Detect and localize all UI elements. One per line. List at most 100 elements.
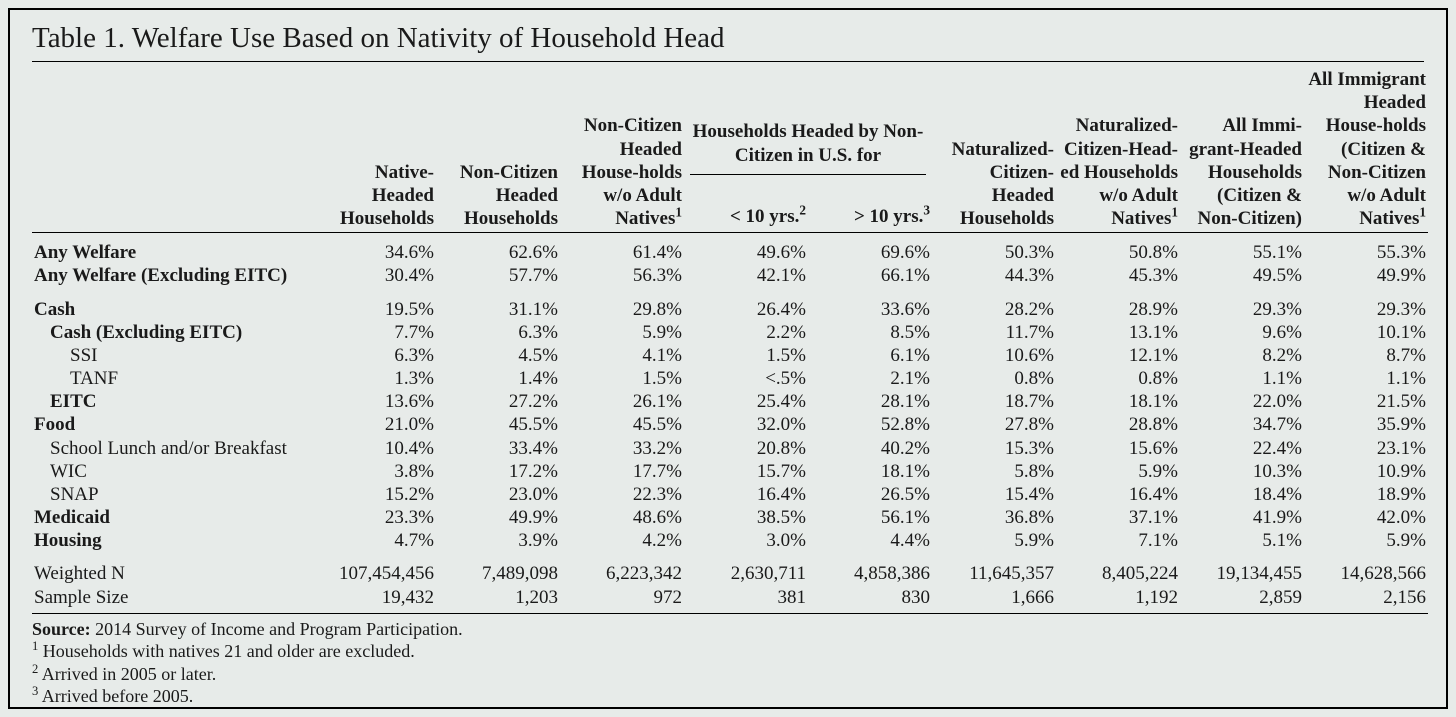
cell: 8.5% bbox=[808, 321, 932, 344]
row-label: WIC bbox=[32, 460, 312, 483]
cell: 15.6% bbox=[1056, 437, 1180, 460]
footnote-3: 3 Arrived before 2005. bbox=[32, 685, 1424, 708]
cell: 6.1% bbox=[808, 344, 932, 367]
col-header-native: Native-Headed Households bbox=[312, 68, 436, 233]
cell: 14,628,566 bbox=[1304, 552, 1428, 585]
cell: 1,666 bbox=[932, 586, 1056, 609]
row-label: EITC bbox=[32, 390, 312, 413]
table-frame: Table 1. Welfare Use Based on Nativity o… bbox=[8, 8, 1448, 709]
col-header-all-immigrant-no-adult-natives: All Immigrant Headed House-holds (Citize… bbox=[1304, 68, 1428, 233]
cell: 33.6% bbox=[808, 288, 932, 321]
cell: 17.7% bbox=[560, 460, 684, 483]
cell: 1.5% bbox=[560, 367, 684, 390]
cell: 21.0% bbox=[312, 413, 436, 436]
row-label: SNAP bbox=[32, 483, 312, 506]
table-row: SSI6.3%4.5%4.1%1.5%6.1%10.6%12.1%8.2%8.7… bbox=[32, 344, 1428, 367]
cell: 10.4% bbox=[312, 437, 436, 460]
cell: 23.3% bbox=[312, 506, 436, 529]
col-header-noncitizen: Non-Citizen Headed Households bbox=[436, 68, 560, 233]
cell: 11,645,357 bbox=[932, 552, 1056, 585]
cell: 972 bbox=[560, 586, 684, 609]
cell: 52.8% bbox=[808, 413, 932, 436]
cell: 5.1% bbox=[1180, 529, 1304, 552]
cell: 13.6% bbox=[312, 390, 436, 413]
cell: 28.2% bbox=[932, 288, 1056, 321]
cell: 50.3% bbox=[932, 241, 1056, 264]
row-label: Housing bbox=[32, 529, 312, 552]
cell: 50.8% bbox=[1056, 241, 1180, 264]
cell: 22.3% bbox=[560, 483, 684, 506]
table-row: WIC3.8%17.2%17.7%15.7%18.1%5.8%5.9%10.3%… bbox=[32, 460, 1428, 483]
footnote-2: 2 Arrived in 2005 or later. bbox=[32, 663, 1424, 686]
cell: 38.5% bbox=[684, 506, 808, 529]
row-label: Food bbox=[32, 413, 312, 436]
table-row: Food21.0%45.5%45.5%32.0%52.8%27.8%28.8%3… bbox=[32, 413, 1428, 436]
cell: 45.5% bbox=[560, 413, 684, 436]
cell: 22.4% bbox=[1180, 437, 1304, 460]
cell: 55.1% bbox=[1180, 241, 1304, 264]
table-row: Sample Size19,4321,2039723818301,6661,19… bbox=[32, 586, 1428, 609]
cell: 19,134,455 bbox=[1180, 552, 1304, 585]
cell: 55.3% bbox=[1304, 241, 1428, 264]
cell: 17.2% bbox=[436, 460, 560, 483]
table-row: SNAP15.2%23.0%22.3%16.4%26.5%15.4%16.4%1… bbox=[32, 483, 1428, 506]
cell: 49.6% bbox=[684, 241, 808, 264]
cell: 7.7% bbox=[312, 321, 436, 344]
footnote-source: Source: 2014 Survey of Income and Progra… bbox=[32, 618, 1424, 641]
cell: <.5% bbox=[684, 367, 808, 390]
cell: 23.1% bbox=[1304, 437, 1428, 460]
footnote-1: 1 Households with natives 21 and older a… bbox=[32, 640, 1424, 663]
cell: 10.1% bbox=[1304, 321, 1428, 344]
cell: 3.9% bbox=[436, 529, 560, 552]
welfare-table: Native-Headed Households Non-Citizen Hea… bbox=[32, 68, 1428, 614]
cell: 19,432 bbox=[312, 586, 436, 609]
cell: 2,859 bbox=[1180, 586, 1304, 609]
cell: 22.0% bbox=[1180, 390, 1304, 413]
cell: 29.3% bbox=[1180, 288, 1304, 321]
cell: 56.1% bbox=[808, 506, 932, 529]
cell: 44.3% bbox=[932, 264, 1056, 287]
cell: 13.1% bbox=[1056, 321, 1180, 344]
cell: 10.9% bbox=[1304, 460, 1428, 483]
header-stub bbox=[32, 68, 312, 233]
cell: 4.1% bbox=[560, 344, 684, 367]
cell: 45.3% bbox=[1056, 264, 1180, 287]
cell: 49.9% bbox=[1304, 264, 1428, 287]
cell: 7,489,098 bbox=[436, 552, 560, 585]
table-row: Housing4.7%3.9%4.2%3.0%4.4%5.9%7.1%5.1%5… bbox=[32, 529, 1428, 552]
cell: 1.1% bbox=[1180, 367, 1304, 390]
cell: 4,858,386 bbox=[808, 552, 932, 585]
cell: 56.3% bbox=[560, 264, 684, 287]
cell: 28.8% bbox=[1056, 413, 1180, 436]
cell: 6.3% bbox=[312, 344, 436, 367]
row-label: Cash bbox=[32, 288, 312, 321]
cell: 35.9% bbox=[1304, 413, 1428, 436]
row-label: Weighted N bbox=[32, 552, 312, 585]
table-row: Cash19.5%31.1%29.8%26.4%33.6%28.2%28.9%2… bbox=[32, 288, 1428, 321]
cell: 23.0% bbox=[436, 483, 560, 506]
cell: 830 bbox=[808, 586, 932, 609]
table-row: Cash (Excluding EITC)7.7%6.3%5.9%2.2%8.5… bbox=[32, 321, 1428, 344]
cell: 18.1% bbox=[808, 460, 932, 483]
col-header-over-10yrs: > 10 yrs.3 bbox=[808, 175, 932, 233]
cell: 15.7% bbox=[684, 460, 808, 483]
row-label: SSI bbox=[32, 344, 312, 367]
table-body: Any Welfare34.6%62.6%61.4%49.6%69.6%50.3… bbox=[32, 241, 1428, 609]
cell: 8,405,224 bbox=[1056, 552, 1180, 585]
table-row: Medicaid23.3%49.9%48.6%38.5%56.1%36.8%37… bbox=[32, 506, 1428, 529]
row-label: Any Welfare (Excluding EITC) bbox=[32, 264, 312, 287]
cell: 16.4% bbox=[684, 483, 808, 506]
table-row: Any Welfare (Excluding EITC)30.4%57.7%56… bbox=[32, 264, 1428, 287]
cell: 4.2% bbox=[560, 529, 684, 552]
cell: 8.7% bbox=[1304, 344, 1428, 367]
cell: 18.1% bbox=[1056, 390, 1180, 413]
table-row: TANF1.3%1.4%1.5%<.5%2.1%0.8%0.8%1.1%1.1% bbox=[32, 367, 1428, 390]
cell: 1.3% bbox=[312, 367, 436, 390]
cell: 29.8% bbox=[560, 288, 684, 321]
cell: 4.4% bbox=[808, 529, 932, 552]
cell: 25.4% bbox=[684, 390, 808, 413]
row-label: Medicaid bbox=[32, 506, 312, 529]
col-header-naturalized-no-adult-natives: Naturalized-Citizen-Head-ed Households w… bbox=[1056, 68, 1180, 233]
cell: 49.5% bbox=[1180, 264, 1304, 287]
row-label: Sample Size bbox=[32, 586, 312, 609]
